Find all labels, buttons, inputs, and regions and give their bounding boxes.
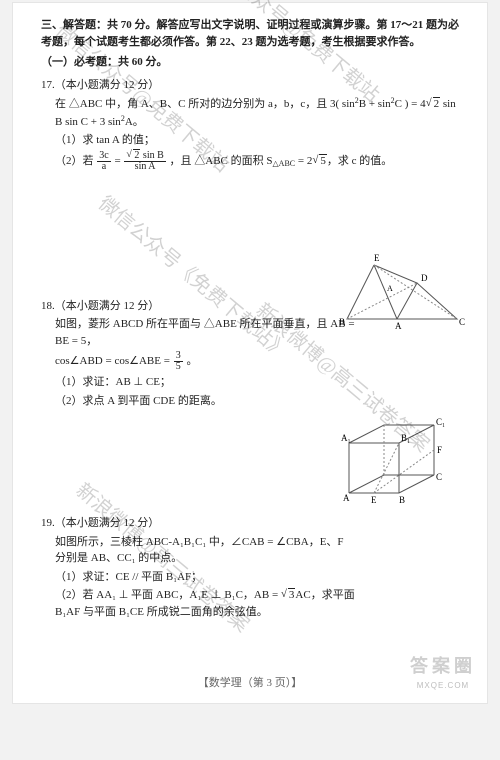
- exam-page: 三、解答题：共 70 分。解答应写出文字说明、证明过程或演算步骤。第 17～21…: [12, 2, 488, 704]
- q18-body: 如图，菱形 ABCD 所在平面与 △ABE 所在平面垂直，且 AB = BE =…: [55, 316, 355, 409]
- q19-body: 如图所示，三棱柱 ABC-A₁B₁C₁ 中，∠CAB = ∠CBA，E、F 分别…: [55, 534, 355, 621]
- q17-p2b: ，且 △ABC 的面积 S: [170, 155, 273, 167]
- q17-p2c: = 2: [295, 155, 312, 167]
- q17-part2: （2）若 3ca = 2 sin B sin A ，且 △ABC 的面积 S△A…: [55, 151, 465, 172]
- q17-part1: （1）求 tan A 的值；: [55, 132, 465, 149]
- sub-abc: △ABC: [273, 158, 296, 170]
- label-D: D: [421, 273, 428, 283]
- q18-part1: （1）求证：AB ⊥ CE；: [55, 374, 355, 391]
- label-C: C: [459, 317, 465, 327]
- label-B: B: [399, 495, 405, 505]
- label-A: A: [387, 284, 393, 293]
- q18-part2: （2）求点 A 到平面 CDE 的距离。: [55, 393, 355, 410]
- q19-p2a: （2）若 AA₁ ⊥ 平面 ABC，A₁E ⊥ B₁C，AB =: [55, 589, 281, 601]
- frac-3c-a: 3ca: [97, 151, 110, 172]
- q17-head: 17.（本小题满分 12 分）: [41, 77, 465, 94]
- q17-l1e: A。: [125, 116, 144, 128]
- label-C1: C₁: [436, 417, 445, 427]
- q19-figure: A B C A₁ B₁ C₁ E F: [339, 415, 469, 511]
- label-E: E: [371, 495, 377, 505]
- q18-l2a: cos∠ABD = cos∠ABE =: [55, 355, 173, 367]
- sqrt-3: 3: [281, 587, 296, 604]
- label-C: C: [436, 472, 442, 482]
- brand-en: MXQE.COM: [410, 680, 476, 692]
- q18-line2: cos∠ABD = cos∠ABE = 35 。: [55, 351, 355, 372]
- section-title: 三、解答题：共 70 分。解答应写出文字说明、证明过程或演算步骤。第 17～21…: [41, 17, 465, 50]
- q18-l2b: 。: [186, 355, 197, 367]
- frac-sqrt2sinB-sinA: 2 sin B sin A: [124, 151, 165, 172]
- label-A1: A₁: [341, 433, 351, 443]
- sqrt-2: 2: [426, 96, 441, 113]
- frac-3-5: 35: [174, 351, 183, 372]
- q19-part2: （2）若 AA₁ ⊥ 平面 ABC，A₁E ⊥ B₁C，AB = 3AC，求平面…: [55, 587, 355, 620]
- q19-line1: 如图所示，三棱柱 ABC-A₁B₁C₁ 中，∠CAB = ∠CBA，E、F 分别…: [55, 534, 355, 567]
- q17-l1c: C ) = 4: [395, 98, 426, 110]
- q19-head: 19.（本小题满分 12 分）: [41, 515, 465, 532]
- q18-line1: 如图，菱形 ABCD 所在平面与 △ABE 所在平面垂直，且 AB = BE =…: [55, 316, 355, 349]
- q17-p2d: ，求 c 的值。: [327, 155, 392, 167]
- label-A: A: [343, 493, 350, 503]
- required-part-label: （一）必考题：共 60 分。: [41, 54, 465, 71]
- q17-p2eq: =: [114, 155, 123, 167]
- q17-body: 在 △ABC 中，角 A、B、C 所对的边分别为 a，b，c，且 3( sin 2…: [55, 95, 465, 172]
- q19-part1: （1）求证：CE // 平面 B₁AF；: [55, 569, 355, 586]
- label-A-bottom: A: [395, 321, 402, 331]
- brand-watermark: 答案圈 MXQE.COM: [410, 653, 476, 692]
- q17-p2a: （2）若: [55, 155, 96, 167]
- sqrt-5: 5: [312, 153, 327, 170]
- label-B1: B₁: [401, 433, 410, 443]
- label-E: E: [374, 253, 380, 263]
- label-B: B: [339, 317, 345, 327]
- q17-l1a: 在 △ABC 中，角 A、B、C 所对的边分别为 a，b，c，且 3( sin: [55, 98, 355, 110]
- q17-l1b: B + sin: [359, 98, 391, 110]
- q18-figure: E B A D C A: [339, 253, 469, 349]
- q17-line1: 在 △ABC 中，角 A、B、C 所对的边分别为 a，b，c，且 3( sin 2…: [55, 95, 465, 130]
- label-F: F: [437, 445, 442, 455]
- brand-cn: 答案圈: [410, 656, 476, 676]
